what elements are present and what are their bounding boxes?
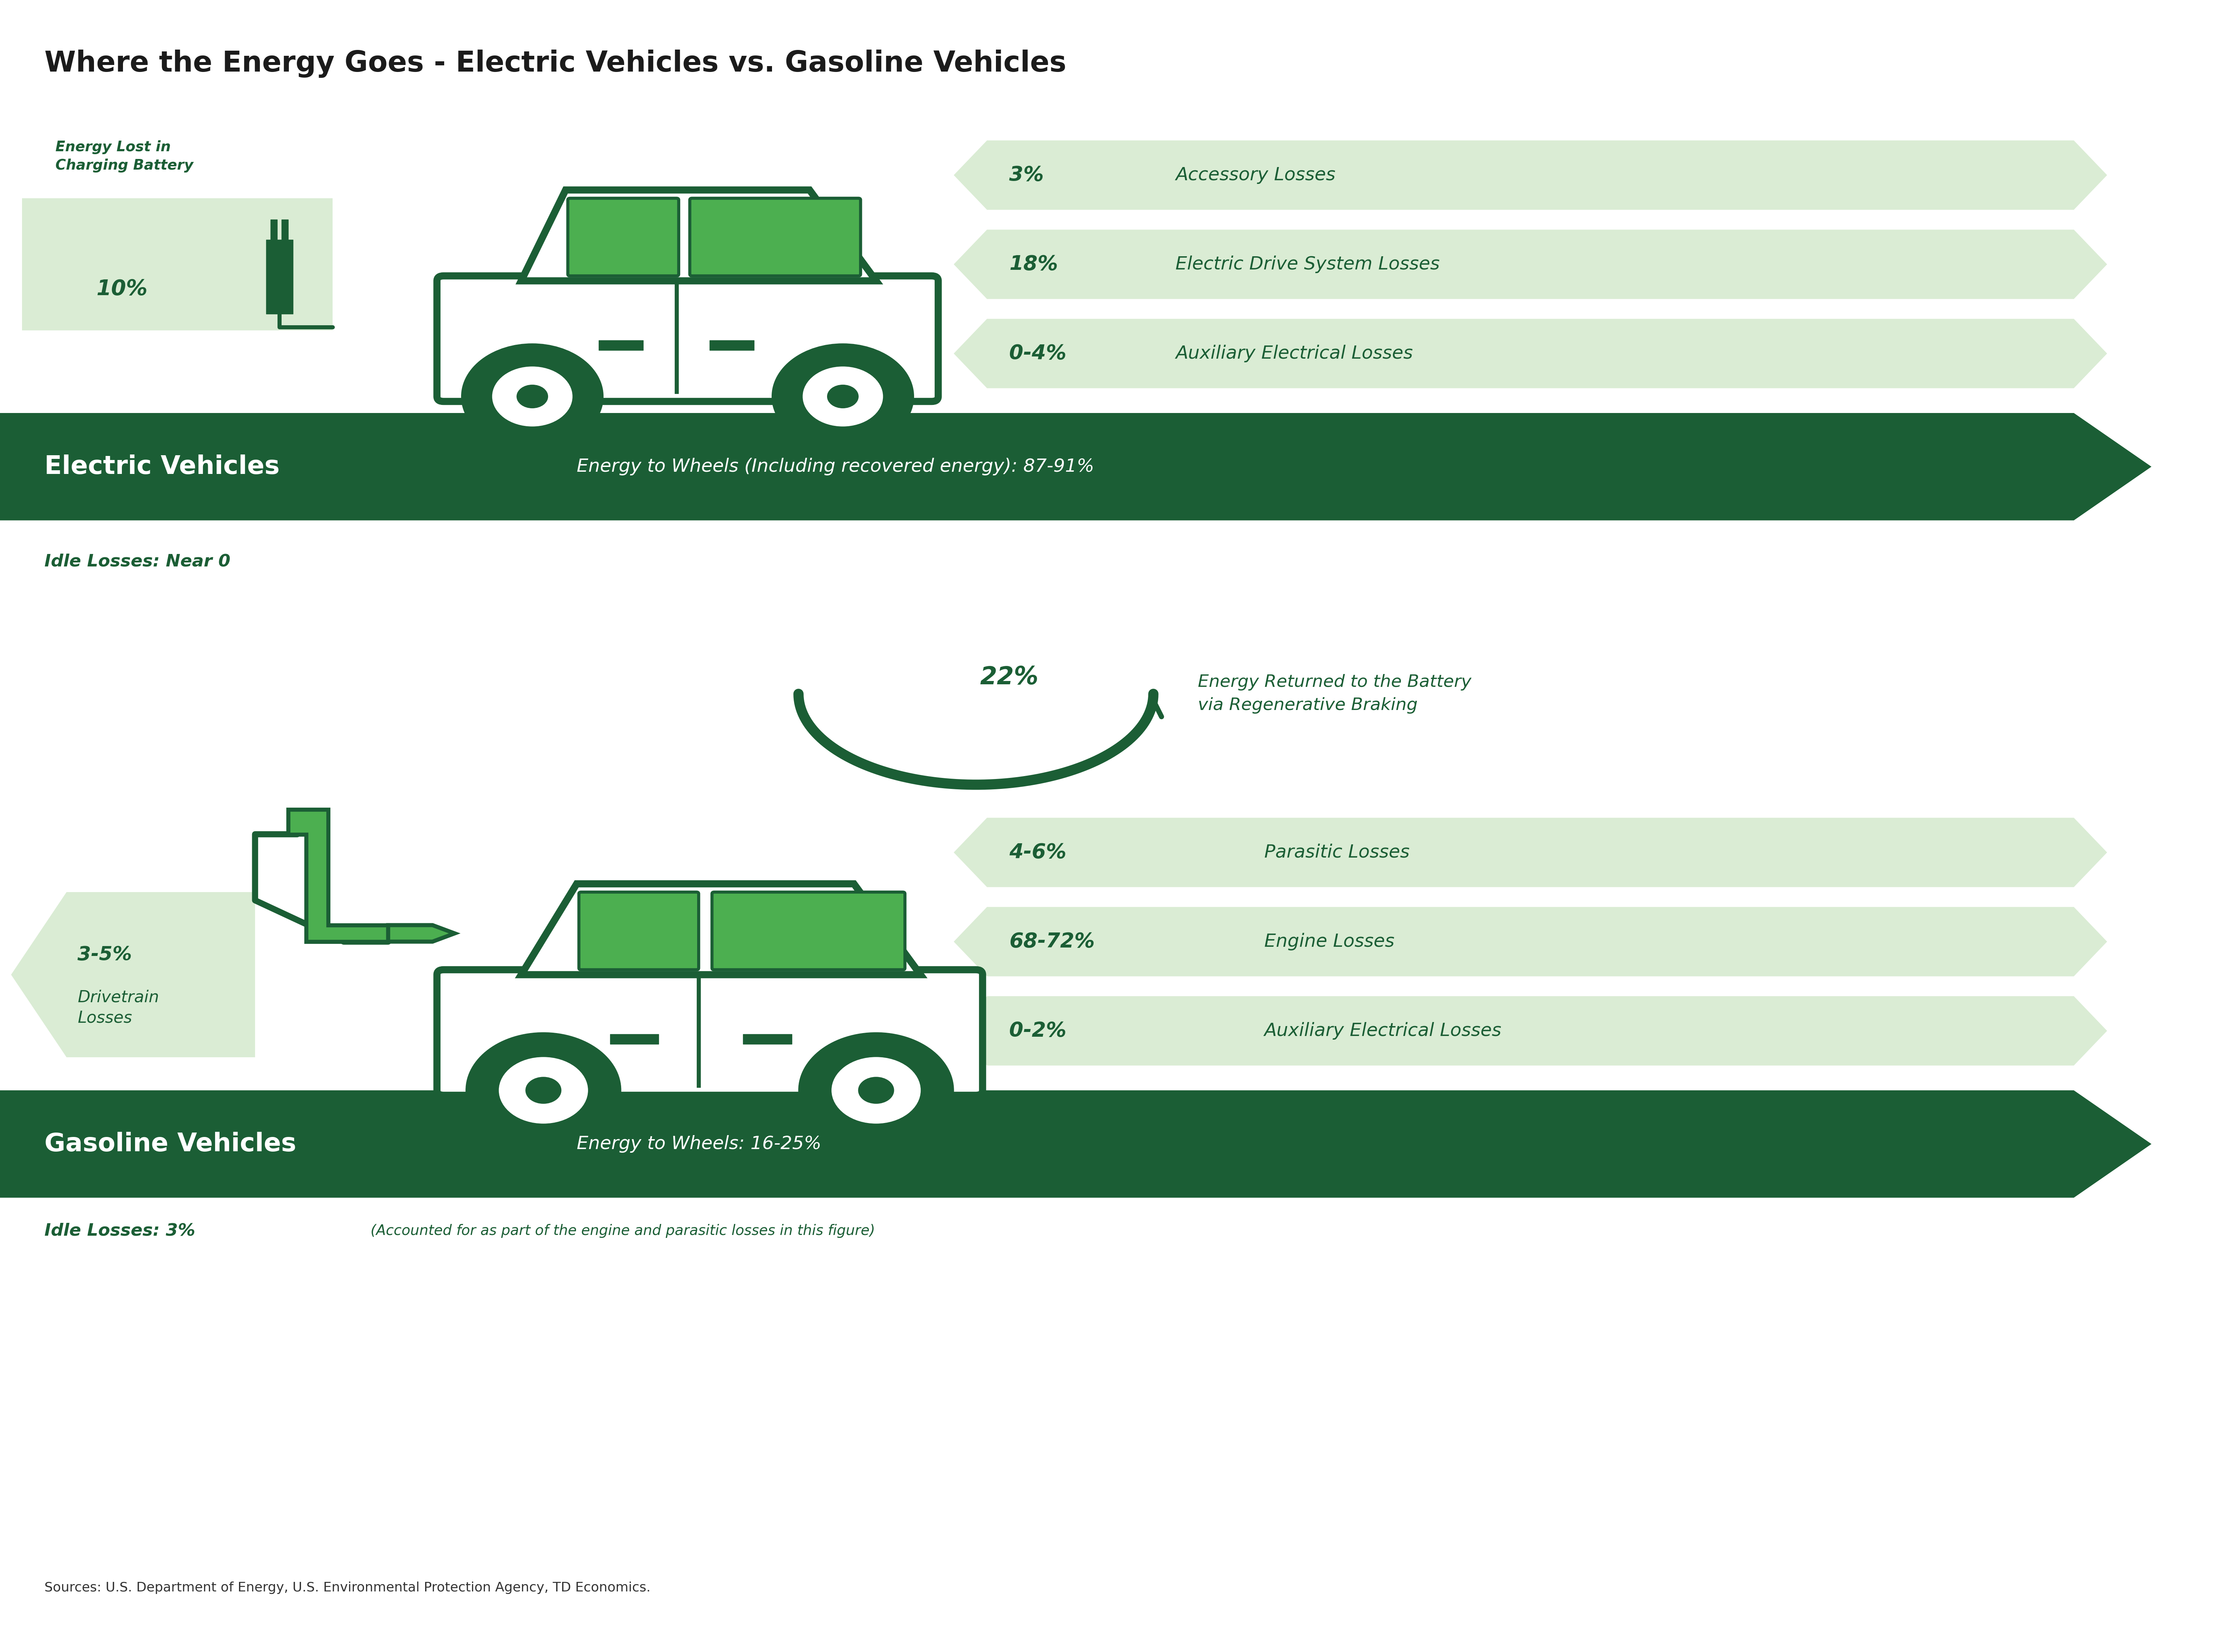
Text: 3-5%: 3-5% bbox=[78, 945, 133, 965]
Text: (Accounted for as part of the engine and parasitic losses in this figure): (Accounted for as part of the engine and… bbox=[366, 1224, 876, 1237]
Text: 0-4%: 0-4% bbox=[1009, 344, 1067, 363]
FancyBboxPatch shape bbox=[568, 198, 679, 276]
Text: Gasoline Vehicles: Gasoline Vehicles bbox=[44, 1132, 297, 1156]
Text: Idle Losses: Near 0: Idle Losses: Near 0 bbox=[44, 553, 231, 570]
Text: Sources: U.S. Department of Energy, U.S. Environmental Protection Agency, TD Eco: Sources: U.S. Department of Energy, U.S.… bbox=[44, 1581, 650, 1594]
Text: 10%: 10% bbox=[95, 279, 149, 299]
Circle shape bbox=[461, 344, 603, 449]
Text: Auxiliary Electrical Losses: Auxiliary Electrical Losses bbox=[1176, 345, 1413, 362]
Text: Energy to Wheels: 16-25%: Energy to Wheels: 16-25% bbox=[577, 1135, 821, 1153]
Polygon shape bbox=[954, 140, 2107, 210]
FancyBboxPatch shape bbox=[437, 970, 983, 1095]
Circle shape bbox=[832, 1057, 920, 1123]
Polygon shape bbox=[0, 1090, 2151, 1198]
Bar bbox=[710, 340, 754, 350]
Circle shape bbox=[526, 1077, 561, 1104]
Polygon shape bbox=[954, 319, 2107, 388]
Text: 18%: 18% bbox=[1009, 254, 1058, 274]
Circle shape bbox=[466, 1032, 621, 1148]
Circle shape bbox=[499, 1057, 588, 1123]
Text: Where the Energy Goes - Electric Vehicles vs. Gasoline Vehicles: Where the Energy Goes - Electric Vehicle… bbox=[44, 50, 1067, 78]
Circle shape bbox=[858, 1077, 894, 1104]
Text: 22%: 22% bbox=[980, 666, 1038, 689]
Text: Engine Losses: Engine Losses bbox=[1264, 933, 1395, 950]
Bar bbox=[610, 1034, 659, 1044]
Text: Energy to Wheels (Including recovered energy): 87-91%: Energy to Wheels (Including recovered en… bbox=[577, 458, 1093, 476]
Bar bbox=[743, 1034, 792, 1044]
Polygon shape bbox=[954, 818, 2107, 887]
Polygon shape bbox=[521, 190, 876, 281]
FancyBboxPatch shape bbox=[690, 198, 861, 276]
Text: Energy Lost in
Charging Battery: Energy Lost in Charging Battery bbox=[55, 140, 193, 173]
Text: 68-72%: 68-72% bbox=[1009, 932, 1096, 952]
Polygon shape bbox=[288, 809, 388, 942]
Text: Electric Drive System Losses: Electric Drive System Losses bbox=[1176, 256, 1439, 273]
Polygon shape bbox=[954, 996, 2107, 1066]
FancyBboxPatch shape bbox=[437, 276, 938, 401]
Circle shape bbox=[517, 385, 548, 408]
Bar bbox=[268, 241, 291, 312]
Text: Accessory Losses: Accessory Losses bbox=[1176, 167, 1335, 183]
Text: Parasitic Losses: Parasitic Losses bbox=[1264, 844, 1411, 861]
Polygon shape bbox=[954, 230, 2107, 299]
Circle shape bbox=[803, 367, 883, 426]
Polygon shape bbox=[954, 907, 2107, 976]
Text: 4-6%: 4-6% bbox=[1009, 843, 1067, 862]
Circle shape bbox=[798, 1032, 954, 1148]
Polygon shape bbox=[388, 925, 455, 942]
Polygon shape bbox=[22, 198, 333, 330]
Text: 0-2%: 0-2% bbox=[1009, 1021, 1067, 1041]
Circle shape bbox=[827, 385, 858, 408]
Bar bbox=[266, 240, 293, 314]
FancyBboxPatch shape bbox=[579, 892, 699, 970]
Circle shape bbox=[492, 367, 572, 426]
Text: Idle Losses: 3%: Idle Losses: 3% bbox=[44, 1222, 195, 1239]
Polygon shape bbox=[0, 413, 2151, 520]
Text: Electric Vehicles: Electric Vehicles bbox=[44, 454, 279, 479]
Polygon shape bbox=[521, 884, 920, 975]
Text: Energy Returned to the Battery
via Regenerative Braking: Energy Returned to the Battery via Regen… bbox=[1198, 674, 1471, 714]
FancyBboxPatch shape bbox=[712, 892, 905, 970]
Circle shape bbox=[772, 344, 914, 449]
Text: Auxiliary Electrical Losses: Auxiliary Electrical Losses bbox=[1264, 1023, 1502, 1039]
Bar bbox=[271, 220, 277, 240]
Bar bbox=[282, 220, 288, 240]
Polygon shape bbox=[11, 892, 255, 1057]
Text: Drivetrain
Losses: Drivetrain Losses bbox=[78, 990, 160, 1026]
Text: 3%: 3% bbox=[1009, 165, 1045, 185]
Bar bbox=[599, 340, 643, 350]
